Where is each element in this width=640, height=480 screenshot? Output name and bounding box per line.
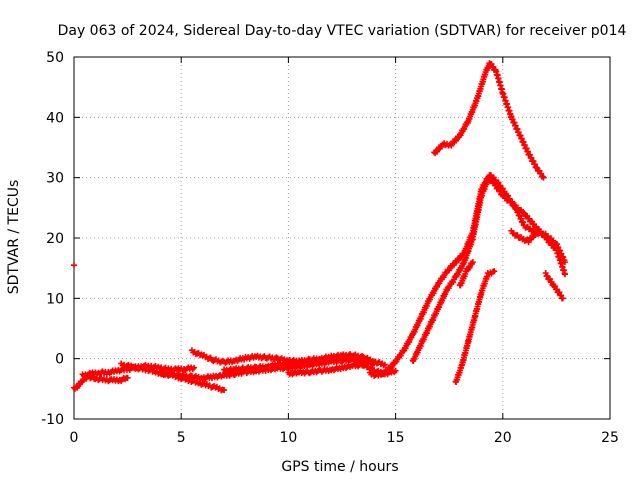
- data-point: [520, 209, 527, 216]
- ticks: 0 5 10 15 20 25 -10 0 10 20 30 40 50: [41, 50, 619, 446]
- data-point: [556, 289, 563, 296]
- y-tick-label: 30: [46, 171, 64, 187]
- data-point: [539, 173, 546, 180]
- chart-title: Day 063 of 2024, Sidereal Day-to-day VTE…: [58, 23, 627, 39]
- data-point: [552, 283, 559, 290]
- x-tick-label: 25: [601, 430, 619, 446]
- data-series: [71, 60, 568, 394]
- y-tick-label: 10: [46, 291, 64, 307]
- x-tick-label: 5: [177, 430, 186, 446]
- series-arc-13: [508, 227, 549, 246]
- data-point: [542, 231, 549, 238]
- data-point: [548, 279, 555, 286]
- data-point: [501, 188, 508, 195]
- data-point: [558, 292, 565, 299]
- series-arc-6: [221, 350, 388, 375]
- series-arc-10: [431, 60, 547, 181]
- series-arc-12: [456, 259, 476, 289]
- x-tick-label: 15: [387, 430, 405, 446]
- data-point: [469, 259, 476, 266]
- x-tick-label: 20: [494, 430, 512, 446]
- data-point: [546, 276, 553, 283]
- data-point: [542, 270, 549, 276]
- data-point: [561, 259, 568, 266]
- data-point: [497, 182, 504, 189]
- series-isolated: [71, 262, 77, 269]
- data-point: [221, 387, 228, 394]
- y-tick-label: -10: [41, 412, 64, 428]
- x-tick-label: 10: [279, 430, 297, 446]
- series-arc-9: [409, 172, 568, 364]
- data-point: [381, 361, 388, 368]
- series-arc-14: [542, 270, 566, 302]
- y-tick-label: 20: [46, 231, 64, 247]
- data-point: [553, 286, 560, 293]
- y-tick-label: 0: [55, 352, 64, 368]
- x-axis-label: GPS time / hours: [281, 459, 398, 475]
- y-tick-label: 40: [46, 110, 64, 126]
- data-point: [71, 262, 77, 269]
- data-point: [392, 367, 399, 374]
- series-arc-1: [71, 373, 131, 392]
- data-point: [544, 273, 551, 280]
- data-point: [510, 201, 517, 208]
- data-point: [499, 185, 506, 192]
- series-arc-11: [452, 268, 498, 386]
- grid: [74, 57, 610, 419]
- x-tick-label: 0: [70, 430, 79, 446]
- data-point: [191, 364, 198, 371]
- data-point: [495, 179, 502, 186]
- y-tick-label: 50: [46, 50, 64, 66]
- data-point: [559, 295, 566, 302]
- data-point: [491, 268, 498, 275]
- data-point: [506, 195, 513, 202]
- data-point: [124, 374, 131, 381]
- data-point: [561, 271, 568, 278]
- data-point: [504, 192, 511, 199]
- data-point: [540, 174, 547, 181]
- y-axis-label: SDTVAR / TECUs: [6, 180, 22, 295]
- series-arc-7: [285, 360, 399, 378]
- data-point: [509, 198, 516, 205]
